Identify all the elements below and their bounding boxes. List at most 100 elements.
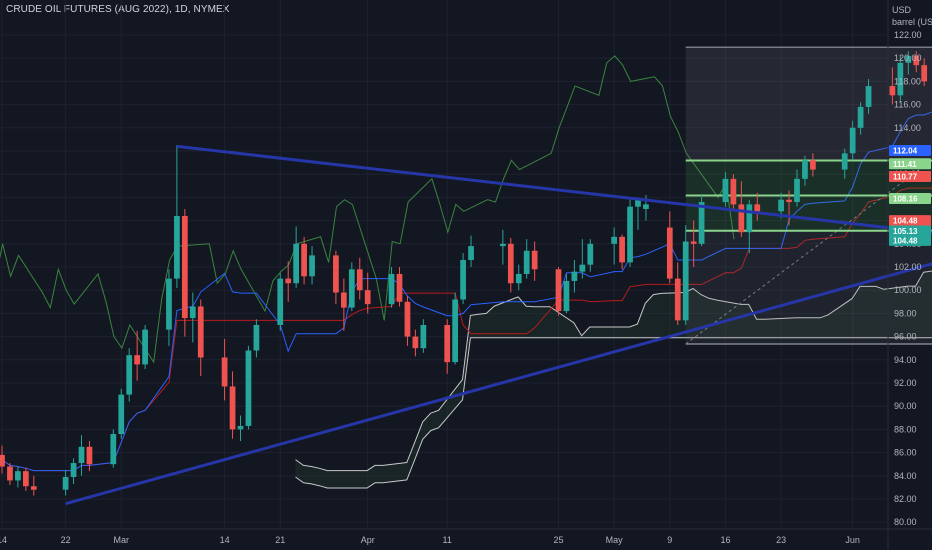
time-tick-label: 25 (553, 535, 563, 545)
candle-body (468, 246, 474, 261)
candle-body (643, 204, 649, 209)
fib-zone (685, 230, 932, 345)
price-tick-label: 100.00 (894, 285, 922, 295)
lagging-span (0, 55, 735, 364)
candle-body (563, 280, 570, 312)
price-tick-label: 80.00 (894, 517, 917, 527)
candle-body (746, 204, 753, 233)
candle-body (531, 250, 538, 270)
price-tick-label: 120.00 (894, 53, 922, 63)
candle-body (7, 466, 13, 481)
time-tick-label: Jun (845, 535, 860, 545)
candle-body (857, 106, 864, 128)
price-tag-label: 105.13 (893, 227, 918, 236)
candle-body (778, 199, 784, 212)
ichimoku-cloud (0, 55, 932, 489)
price-tick-label: 114.00 (894, 123, 921, 133)
price-axis: 80.00 82.00 84.00 86.00 88.00 90.00 92.00 94.00… (887, 0, 931, 550)
trendline-descending (176, 144, 932, 235)
candle-body (22, 471, 29, 487)
candle-body (174, 215, 180, 279)
candle-body (237, 425, 244, 430)
candle-body (905, 55, 912, 63)
trendline-ascending (65, 262, 932, 506)
price-tick-label: 96.00 (894, 332, 917, 342)
time-axis: 1422Mar1421Apr1125May91623Jun1321Jul11 (0, 528, 932, 545)
candle-body (356, 269, 363, 291)
candle-body (635, 199, 641, 207)
candle-body (0, 454, 5, 467)
candle-body (245, 350, 252, 426)
chart-title: CRUDE OIL FUTURES (AUG 2022), 1D, NYMEX (6, 4, 230, 15)
price-tag: 108.16 (889, 193, 931, 205)
candle-body (396, 273, 403, 302)
conversion-line (1, 111, 932, 472)
candle-body (70, 463, 77, 477)
time-tick-label: 14 (220, 535, 230, 545)
candle-body (229, 386, 236, 430)
price-tick-label: 90.00 (894, 401, 917, 411)
candle-body (571, 271, 578, 281)
candle-body (682, 241, 689, 321)
price-tick-label: 122.00 (894, 30, 922, 40)
price-tick-label: 84.00 (894, 471, 917, 481)
fib-zone (685, 47, 932, 161)
price-tag: 112.04 (889, 145, 931, 157)
candle-body (619, 236, 625, 263)
candle-body (674, 278, 681, 321)
candle-body (921, 65, 928, 82)
price-tick-label: 98.00 (894, 308, 917, 318)
candle-body (78, 446, 85, 464)
candle-body (134, 355, 141, 365)
price-tick-label: 102.00 (894, 262, 922, 272)
price-tag-label: 112.04 (893, 147, 918, 156)
candle-body (420, 325, 427, 349)
time-tick-label: May (606, 535, 624, 545)
candle-body (889, 86, 896, 96)
base-line (1, 187, 932, 472)
time-tick-label: Mar (114, 535, 130, 545)
candle-body (794, 178, 800, 203)
price-tick-label: 88.00 (894, 424, 917, 434)
candle-body (499, 243, 506, 247)
time-tick-label: 21 (275, 535, 285, 545)
candle-body (412, 336, 419, 349)
candle-body (698, 202, 705, 244)
candle-body (189, 306, 196, 319)
candle-body (738, 204, 745, 233)
price-tag-label: 104.48 (893, 236, 918, 245)
candle-body (62, 476, 69, 490)
time-tick-label: 14 (0, 535, 7, 545)
price-tick-label: 118.00 (894, 76, 921, 86)
price-tag-bg (889, 215, 931, 227)
candle-body (15, 471, 21, 481)
price-tag: 110.77 (889, 171, 931, 183)
candle-body (253, 325, 260, 351)
price-tick-label: 94.00 (894, 355, 917, 365)
candle-body (86, 446, 93, 465)
time-tick-label: 22 (61, 535, 71, 545)
candle-body (627, 206, 633, 263)
candle-body (555, 269, 562, 312)
candle-body (348, 269, 355, 308)
candle-body (690, 241, 697, 244)
time-tick-label: 16 (720, 535, 730, 545)
candle-body (126, 355, 133, 395)
candle-body (444, 325, 451, 363)
price-tick-label: 86.00 (894, 448, 917, 458)
candle-body (841, 153, 848, 170)
candle-body (507, 243, 514, 284)
time-tick-label: Apr (361, 535, 375, 545)
candle-body (166, 278, 172, 330)
price-tag-bg (889, 158, 931, 170)
candle-body (340, 292, 347, 308)
candle-body (611, 236, 618, 244)
candle-body (364, 290, 371, 305)
leading-span-a (295, 270, 932, 472)
candle-body (523, 250, 530, 274)
price-tag-bg (889, 145, 931, 157)
price-tag-label: 104.48 (893, 217, 918, 226)
price-tick-label: 116.00 (894, 100, 921, 110)
time-tick-label: 11 (443, 535, 452, 545)
